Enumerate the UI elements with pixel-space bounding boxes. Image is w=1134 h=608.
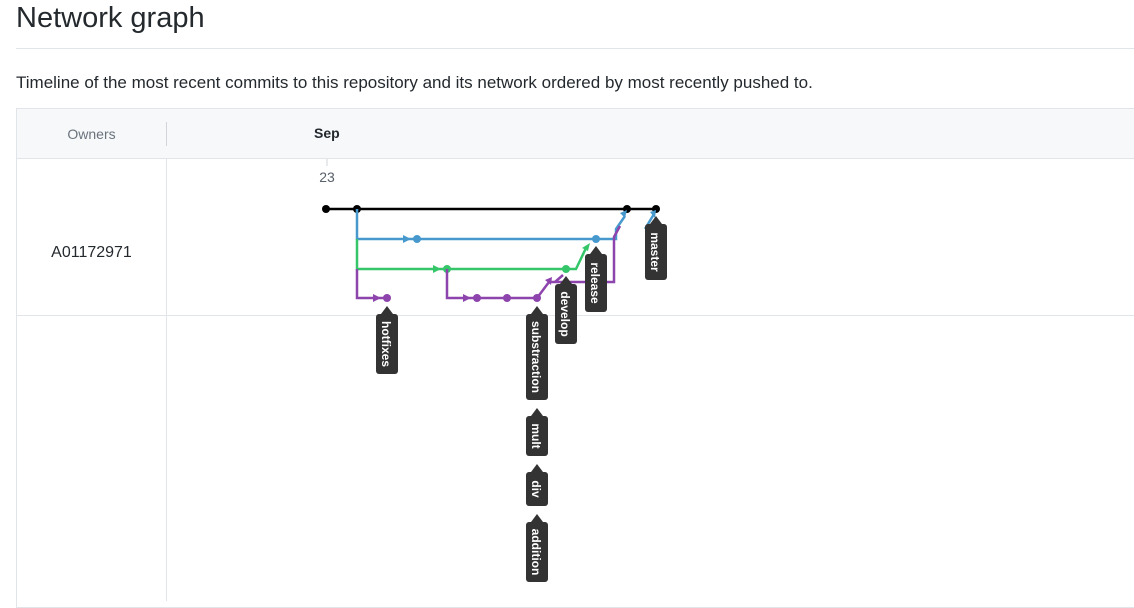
owners-column-header: Owners: [67, 125, 116, 142]
branch-tag-label: release: [588, 262, 602, 304]
branch-release: [355, 209, 656, 243]
branch-tag-label: div: [529, 480, 543, 498]
commit-dot: [413, 235, 421, 243]
branch-tag-hotfixes[interactable]: hotfixes: [376, 306, 398, 374]
page-title: Network graph: [16, 2, 205, 34]
branch-tag-addition[interactable]: addition: [526, 514, 548, 582]
title-divider: [16, 48, 1134, 49]
arrow-icon: [620, 210, 627, 218]
graph-header: [17, 109, 1134, 159]
branch-tag-substraction[interactable]: substraction: [526, 306, 548, 400]
branch-master: [322, 205, 660, 213]
branch-tag-mult[interactable]: mult: [526, 408, 548, 456]
commit-dot: [322, 205, 330, 213]
branch-tag-release[interactable]: release: [585, 246, 607, 312]
arrow-icon: [373, 294, 381, 302]
arrow-icon: [545, 277, 552, 285]
commit-dot: [383, 294, 391, 302]
branch-tag-label: master: [648, 232, 662, 272]
branch-develop: [355, 239, 590, 273]
arrow-icon: [582, 243, 590, 251]
day-label: 23: [319, 169, 335, 185]
branch-tag-div[interactable]: div: [526, 464, 548, 506]
branch-tag-master[interactable]: master: [645, 216, 667, 280]
branch-tag-label: develop: [558, 291, 572, 336]
arrow-icon: [463, 294, 471, 302]
branch-features: [355, 225, 622, 302]
month-label: Sep: [314, 125, 340, 141]
owners-column-divider: [166, 159, 167, 601]
arrow-icon: [403, 235, 411, 243]
arrow-icon: [433, 265, 441, 273]
branch-tag-develop[interactable]: develop: [555, 276, 577, 344]
commit-dot: [503, 294, 511, 302]
arrow-icon: [650, 210, 656, 218]
owner-name[interactable]: A01172971: [51, 244, 132, 261]
branch-tag-label: substraction: [529, 321, 543, 393]
branch-tag-label: addition: [529, 529, 543, 576]
page-description: Timeline of the most recent commits to t…: [16, 73, 813, 92]
branch-tag-label: hotfixes: [379, 321, 393, 367]
header-divider: [166, 122, 167, 146]
commit-dot: [473, 294, 481, 302]
branch-tag-label: mult: [529, 423, 543, 448]
